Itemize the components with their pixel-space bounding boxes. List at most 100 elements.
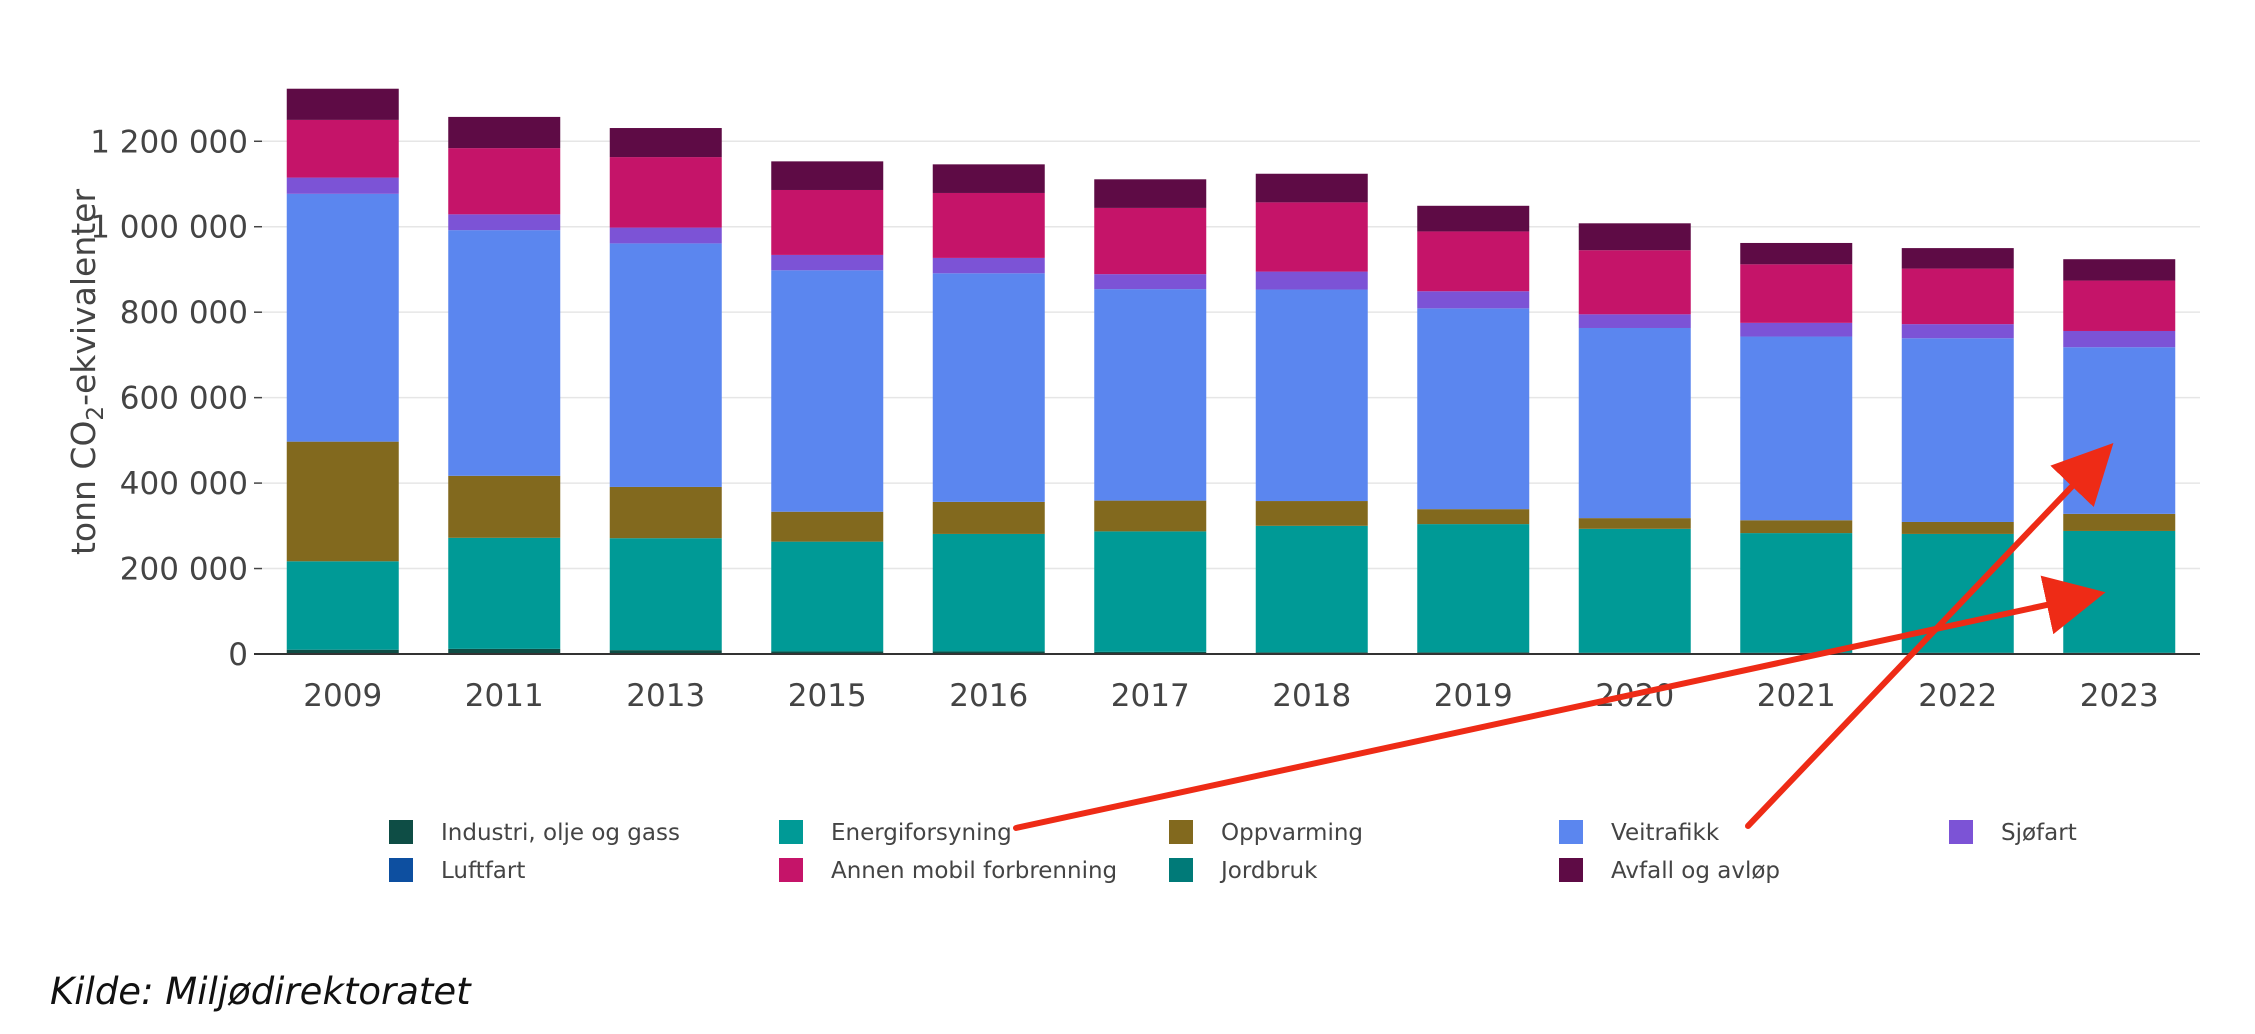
bar-segment-veitrafikk	[1740, 336, 1853, 521]
bar-segment-sjofart	[1094, 274, 1207, 290]
bar-segment-veitrafikk	[771, 270, 884, 512]
legend-item-sjofart[interactable]: Sjøfart	[1949, 820, 2077, 846]
bar-segment-oppvarming	[1255, 501, 1368, 526]
bar-segment-energiforsyning	[771, 541, 884, 652]
x-tick-label: 2017	[1111, 678, 1190, 714]
y-axis-title: tonn CO2-ekvivalenter	[64, 189, 109, 556]
x-tick-label: 2022	[1918, 678, 1997, 714]
legend-label: Annen mobil forbrenning	[831, 858, 1117, 884]
bar-segment-sjofart	[609, 227, 722, 244]
legend-item-energiforsyning[interactable]: Energiforsyning	[779, 820, 1012, 846]
bar-segment-sjofart	[286, 177, 399, 194]
legend: Industri, olje og gass Energiforsyning Opp…	[389, 820, 2077, 884]
bar-segment-industri-olje-og-gass	[448, 648, 561, 654]
legend-label: Energiforsyning	[831, 820, 1012, 846]
y-title-part: -ekvivalenter	[64, 189, 103, 406]
legend-item-jordbruk[interactable]: Jordbruk	[1169, 858, 1318, 884]
bar-segment-annen-mobil-forbrenning	[1094, 207, 1207, 275]
y-tick-label: 600 000	[120, 381, 248, 417]
bar-segment-energiforsyning	[286, 561, 399, 650]
bar-segment-energiforsyning	[1255, 525, 1368, 653]
y-tick-label: 0	[228, 637, 248, 673]
bar-segment-avfall-og-avlop	[1255, 173, 1368, 203]
arrow-veitrafikk	[1745, 442, 2114, 829]
legend-swatch	[389, 858, 413, 882]
legend-item-annen-mobil-forbrenning[interactable]: Annen mobil forbrenning	[779, 858, 1117, 884]
bar-stack-2016	[932, 164, 1045, 654]
bar-segment-annen-mobil-forbrenning	[1417, 231, 1530, 292]
legend-swatch	[389, 820, 413, 844]
bar-segment-energiforsyning	[1578, 528, 1691, 653]
bar-segment-annen-mobil-forbrenning	[2063, 280, 2176, 331]
bar-segment-oppvarming	[286, 441, 399, 562]
bar-segment-energiforsyning	[2063, 530, 2176, 653]
bar-stack-2020	[1578, 223, 1691, 654]
y-title-part: tonn CO	[64, 421, 103, 555]
bar-segment-oppvarming	[1094, 500, 1207, 532]
bar-segment-avfall-og-avlop	[771, 161, 884, 190]
bar-segment-annen-mobil-forbrenning	[771, 189, 884, 255]
bar-segment-energiforsyning	[932, 533, 1045, 652]
bar-segment-oppvarming	[1740, 520, 1853, 534]
legend-item-luftfart[interactable]: Luftfart	[389, 858, 525, 884]
bar-stack-2017	[1094, 179, 1207, 654]
legend-label: Oppvarming	[1221, 820, 1363, 846]
legend-swatch	[1949, 820, 1973, 844]
bar-segment-industri-olje-og-gass	[286, 649, 399, 654]
legend-item-avfall-og-avlop[interactable]: Avfall og avløp	[1559, 858, 1780, 884]
bar-segment-avfall-og-avlop	[1094, 179, 1207, 208]
legend-swatch	[1169, 820, 1193, 844]
legend-label: Avfall og avløp	[1611, 858, 1780, 884]
bar-segment-avfall-og-avlop	[609, 128, 722, 158]
bar-segment-sjofart	[932, 257, 1045, 274]
bar-segment-avfall-og-avlop	[1740, 242, 1853, 265]
bar-segment-industri-olje-og-gass	[1094, 651, 1207, 654]
bar-segment-veitrafikk	[1578, 327, 1691, 519]
y-title-subscript: 2	[83, 406, 109, 421]
bar-segment-avfall-og-avlop	[448, 116, 561, 149]
bar-segment-veitrafikk	[286, 193, 399, 442]
legend-item-veitrafikk[interactable]: Veitrafikk	[1559, 820, 1720, 846]
bar-segment-oppvarming	[448, 475, 561, 538]
bar-stack-2013	[609, 128, 722, 654]
legend-swatch	[1169, 858, 1193, 882]
bar-segment-veitrafikk	[1901, 338, 2014, 522]
bar-stack-2022	[1901, 248, 2014, 654]
bar-segment-annen-mobil-forbrenning	[1578, 250, 1691, 315]
bar-segment-oppvarming	[2063, 513, 2176, 531]
bar-segment-veitrafikk	[932, 273, 1045, 502]
bar-segment-sjofart	[1255, 271, 1368, 290]
bar-segment-avfall-og-avlop	[2063, 259, 2176, 281]
bar-segment-industri-olje-og-gass	[771, 651, 884, 654]
bar-segment-energiforsyning	[1740, 533, 1853, 653]
bar-segment-oppvarming	[609, 486, 722, 539]
bar-segment-sjofart	[2063, 330, 2176, 348]
bar-segment-oppvarming	[1417, 509, 1530, 525]
x-tick-label: 2018	[1272, 678, 1351, 714]
x-tick-label: 2011	[465, 678, 544, 714]
bar-stack-2011	[448, 116, 561, 654]
x-tick-label: 2009	[303, 678, 382, 714]
x-tick-label: 2015	[788, 678, 867, 714]
legend-label: Sjøfart	[2001, 820, 2077, 846]
x-tick-label: 2021	[1757, 678, 1836, 714]
legend-label: Jordbruk	[1219, 858, 1318, 884]
bar-segment-annen-mobil-forbrenning	[932, 192, 1045, 258]
bar-segment-sjofart	[1417, 291, 1530, 309]
bar-segment-annen-mobil-forbrenning	[448, 148, 561, 215]
x-tick-label: 2019	[1434, 678, 1513, 714]
legend-item-oppvarming[interactable]: Oppvarming	[1169, 820, 1363, 846]
bar-segment-energiforsyning	[609, 538, 722, 651]
legend-item-industri-olje-og-gass[interactable]: Industri, olje og gass	[389, 820, 680, 846]
x-tick-label: 2016	[949, 678, 1028, 714]
bar-segment-sjofart	[1740, 322, 1853, 337]
bar-stacks	[286, 88, 2176, 654]
bar-stack-2015	[771, 161, 884, 654]
bar-segment-avfall-og-avlop	[286, 88, 399, 120]
bar-stack-2009	[286, 88, 399, 654]
bar-segment-veitrafikk	[448, 230, 561, 476]
bar-segment-annen-mobil-forbrenning	[1740, 264, 1853, 323]
source-note: Kilde: Miljødirektoratet	[50, 970, 471, 1013]
annotation-arrows	[1013, 442, 2114, 831]
